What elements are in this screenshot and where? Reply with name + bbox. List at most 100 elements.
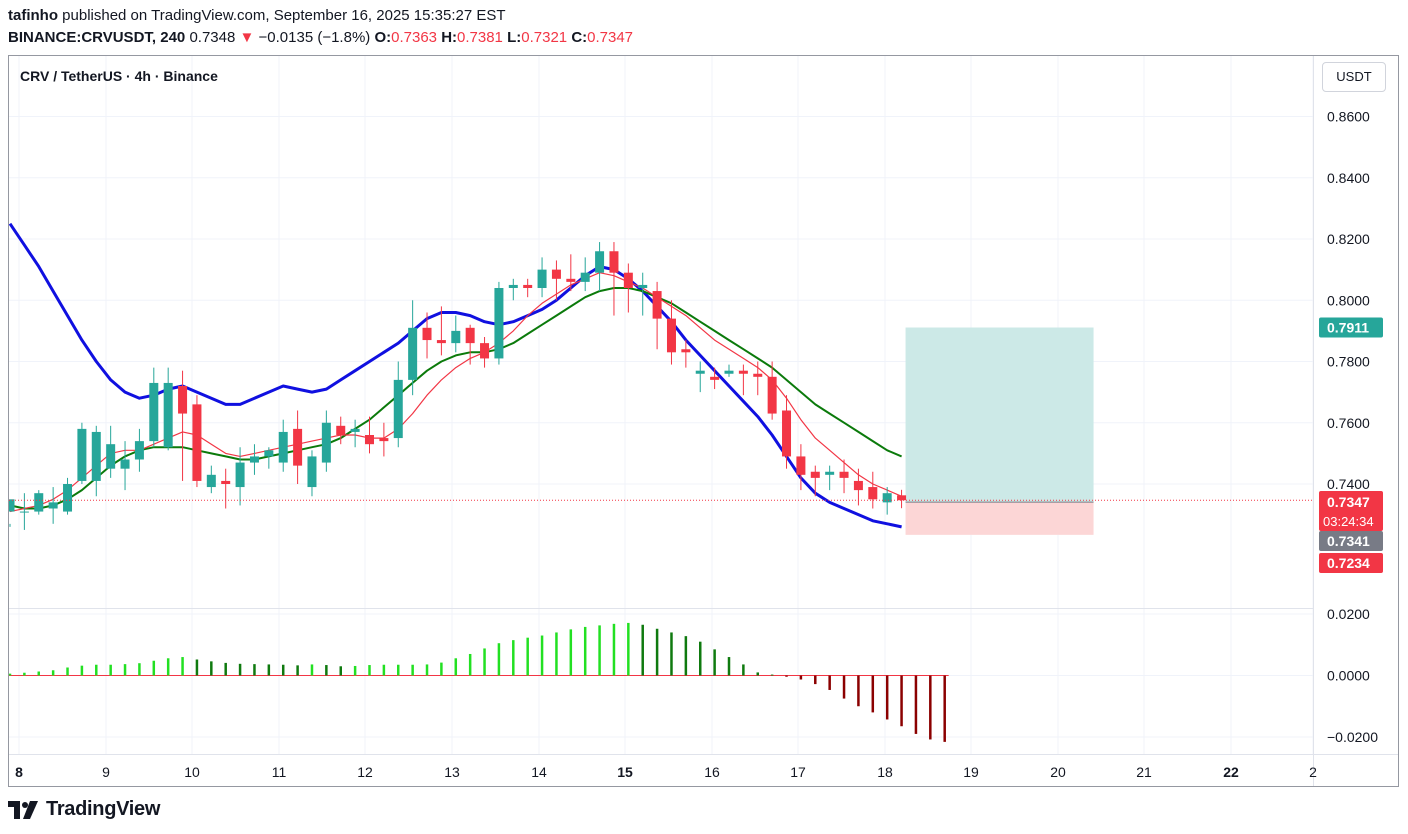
time-tick-label: 2 [1309, 764, 1317, 780]
candle-body [652, 291, 662, 319]
candle-body [494, 288, 504, 359]
candle [249, 444, 259, 475]
candle [638, 272, 648, 316]
candle [595, 242, 605, 292]
last-price-tag-bg [1319, 491, 1383, 531]
price-chart[interactable]: 0.8600 0.8400 0.8200 0.8000 0.7800 0.7600 0.74… [9, 56, 1398, 786]
candle-body [523, 284, 533, 288]
candle [551, 260, 561, 301]
tradingview-logo-icon [8, 800, 38, 819]
candle [48, 487, 58, 524]
ma-green-line [9, 287, 902, 510]
candle [897, 489, 907, 509]
candle-body [695, 370, 705, 374]
candle-body [206, 474, 216, 488]
candle [19, 493, 29, 530]
candle [436, 306, 446, 356]
candle [681, 340, 691, 368]
candle-body [796, 456, 806, 475]
price-tick-label: 0.8400 [1327, 170, 1370, 186]
high-value: 0.7381 [457, 29, 503, 46]
candle [422, 312, 432, 359]
time-tick-label: 20 [1050, 764, 1066, 780]
candle [825, 465, 835, 491]
candle [868, 471, 878, 509]
candle-body [120, 459, 130, 469]
candle-body [451, 330, 461, 344]
stop-price-tag-bg [1319, 553, 1383, 573]
candle [451, 315, 461, 353]
candle [321, 410, 331, 472]
price-tick-label: 0.7600 [1327, 415, 1370, 431]
candle-body [307, 456, 317, 488]
entry-price-tag: 0.7341 [1327, 533, 1370, 549]
low-label: L: [507, 29, 522, 46]
candle-body [853, 480, 863, 491]
candle-body [365, 435, 374, 445]
currency-button[interactable]: USDT [1322, 62, 1386, 92]
candle [666, 300, 676, 365]
candle-body [264, 450, 274, 457]
candle-body [134, 441, 144, 460]
candle-body [839, 471, 849, 478]
open-value: 0.7363 [391, 29, 438, 46]
candle [652, 281, 662, 350]
chart-frame[interactable]: 0.8600 0.8400 0.8200 0.8000 0.7800 0.7600 0.74… [8, 55, 1399, 787]
candle-body [508, 284, 518, 288]
candle-body [178, 386, 188, 414]
candle-body [336, 425, 346, 435]
time-tick-label: 10 [184, 764, 200, 780]
candle [192, 395, 202, 488]
candle [149, 367, 159, 448]
candle [206, 465, 216, 494]
ma-red-line [9, 272, 902, 513]
candle-body [9, 499, 15, 512]
candle-body [379, 438, 389, 442]
published-text: published on TradingView.com, September … [62, 7, 506, 24]
time-tick-label: 11 [272, 764, 287, 780]
price-tick-label: 0.8600 [1327, 109, 1370, 125]
target-zone [905, 327, 1094, 503]
candle [91, 425, 101, 497]
candle-body [623, 272, 633, 288]
candle-body [249, 456, 259, 463]
time-tick-label: 8 [15, 764, 23, 780]
candle-body [825, 471, 835, 475]
candle [235, 447, 245, 506]
candle [221, 468, 231, 509]
candle-body [551, 269, 561, 279]
candle [307, 450, 317, 497]
candle-body [753, 373, 763, 377]
candle [106, 425, 116, 478]
time-tick-label: 17 [790, 764, 806, 780]
candle-body [609, 251, 619, 273]
candle [782, 395, 792, 469]
candle-body [638, 284, 648, 288]
candle-body [566, 278, 576, 282]
candle-body [422, 327, 432, 341]
candle [566, 254, 576, 292]
candle-body [710, 376, 720, 380]
candle-body [465, 327, 475, 344]
oscillator-tick-label: 0.0000 [1327, 668, 1370, 684]
candle [134, 428, 144, 472]
candle [63, 477, 73, 515]
candle-body [149, 382, 159, 442]
author-name: tafinho [8, 7, 58, 24]
candle-body [868, 487, 878, 500]
publish-line: tafinho published on TradingView.com, Se… [8, 7, 506, 24]
candle-body [897, 495, 907, 501]
candle [365, 416, 374, 454]
candle-body [91, 431, 101, 481]
candle [753, 361, 763, 396]
candle [9, 499, 15, 527]
time-tick-label: 15 [617, 764, 633, 780]
candle-body [278, 431, 288, 463]
down-arrow-icon: ▼ [239, 29, 255, 46]
candle [796, 444, 806, 491]
change-text: −0.0135 (−1.8%) [258, 29, 371, 46]
tradingview-brand[interactable]: TradingView [8, 798, 160, 821]
target-price-tag: 0.7911 [1327, 320, 1369, 336]
candle [278, 419, 288, 472]
candle [695, 361, 705, 393]
